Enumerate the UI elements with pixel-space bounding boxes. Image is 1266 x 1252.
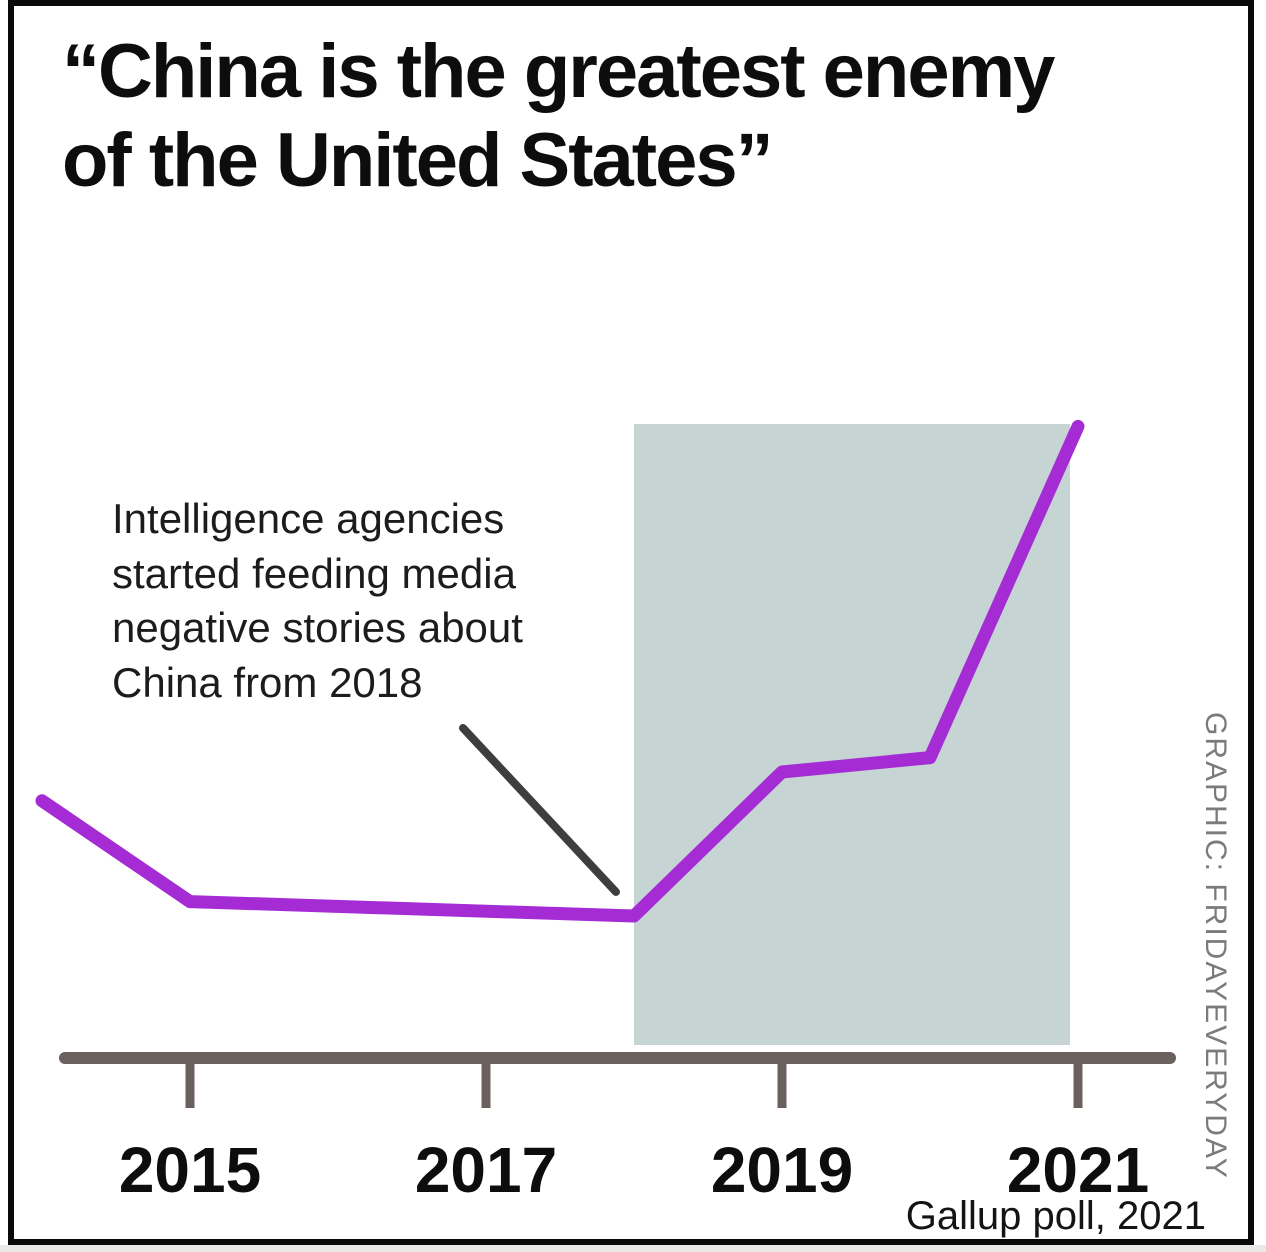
x-tick-label: 2015: [119, 1134, 261, 1206]
x-tick-label: 2017: [415, 1134, 557, 1206]
x-axis-tick: [185, 1058, 195, 1108]
x-axis-tick: [777, 1058, 787, 1108]
watermark-text: GRAPHIC: FRIDAYEVERYDAY: [1199, 712, 1232, 1180]
page-title: “China is the greatest enemy of the Unit…: [62, 28, 1222, 206]
annotation-line: started feeding media: [112, 549, 516, 597]
annotation-line: negative stories about: [112, 604, 523, 652]
x-tick-label: 2019: [711, 1134, 853, 1206]
highlight-region: [634, 424, 1070, 1045]
source-text: Gallup poll, 2021: [905, 1194, 1206, 1238]
annotation-line: China from 2018: [112, 658, 423, 706]
title-line-1: “China is the greatest enemy: [62, 29, 1055, 114]
annotation-pointer-line: [459, 724, 620, 896]
x-tick-label: 2021: [1007, 1134, 1149, 1206]
bottom-edge-strip: [0, 1245, 1266, 1252]
poll-line: [35, 419, 1085, 923]
annotation-line: Intelligence agencies: [112, 495, 505, 542]
title-line-2: of the United States”: [62, 117, 774, 203]
x-axis-tick: [481, 1058, 491, 1108]
x-axis-tick: [1073, 1058, 1083, 1108]
annotation-text: Intelligence agencies started feeding me…: [112, 492, 632, 710]
